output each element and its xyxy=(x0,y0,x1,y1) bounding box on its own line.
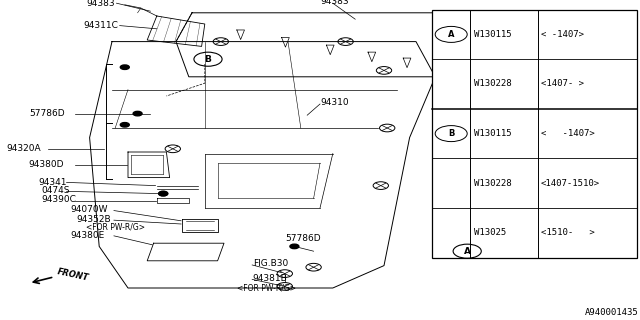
Text: 94070W: 94070W xyxy=(70,205,108,214)
Text: 94383: 94383 xyxy=(320,0,349,6)
Circle shape xyxy=(120,65,129,69)
Text: 94320A: 94320A xyxy=(6,144,41,153)
Text: A940001435: A940001435 xyxy=(585,308,639,317)
Circle shape xyxy=(159,191,168,196)
Text: A: A xyxy=(448,30,454,39)
Text: W13025: W13025 xyxy=(474,228,506,237)
Text: 94352B: 94352B xyxy=(77,215,111,224)
Text: 94380D: 94380D xyxy=(29,160,64,169)
Text: 57786D: 57786D xyxy=(29,109,65,118)
Text: 94381B: 94381B xyxy=(253,274,287,283)
Text: FRONT: FRONT xyxy=(56,268,90,283)
Text: B: B xyxy=(205,55,211,64)
Text: <FOR PW-R/G>: <FOR PW-R/G> xyxy=(237,284,296,292)
Text: 94311D: 94311D xyxy=(474,114,509,123)
Text: <   -1407>: < -1407> xyxy=(541,129,595,138)
Text: FIG.B30: FIG.B30 xyxy=(253,260,288,268)
Text: 94383: 94383 xyxy=(86,0,115,8)
Text: W130228: W130228 xyxy=(474,79,511,89)
Text: 94383: 94383 xyxy=(582,162,611,171)
Text: <1510-   >: <1510- > xyxy=(541,228,595,237)
Text: 94311C: 94311C xyxy=(84,21,118,30)
Text: 0474S: 0474S xyxy=(42,186,70,195)
Text: <1407- >: <1407- > xyxy=(541,79,584,89)
Text: 94380E: 94380E xyxy=(70,231,105,240)
Text: W130115: W130115 xyxy=(474,129,511,138)
Circle shape xyxy=(120,123,129,127)
Bar xyxy=(432,10,637,258)
Circle shape xyxy=(290,244,299,249)
Text: < -1407>: < -1407> xyxy=(541,30,584,39)
Text: 94341: 94341 xyxy=(38,178,67,187)
Text: 94390C: 94390C xyxy=(42,196,76,204)
Text: <1407-1510>: <1407-1510> xyxy=(541,179,600,188)
Circle shape xyxy=(159,191,168,196)
Text: 57786D: 57786D xyxy=(285,234,321,243)
Text: W130228: W130228 xyxy=(474,179,511,188)
Text: W130115: W130115 xyxy=(474,30,511,39)
Circle shape xyxy=(133,111,142,116)
Text: B: B xyxy=(448,129,454,138)
Text: A: A xyxy=(464,247,470,256)
Text: <FOR PW-R/G>: <FOR PW-R/G> xyxy=(86,223,145,232)
Text: 94310: 94310 xyxy=(320,98,349,107)
